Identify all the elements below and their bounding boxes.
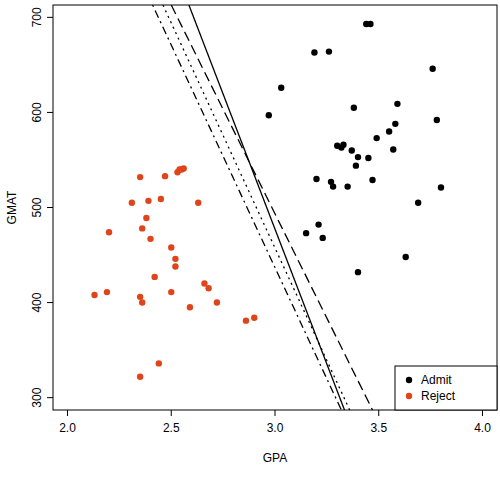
point	[315, 221, 321, 227]
point	[392, 121, 398, 127]
point	[104, 289, 110, 295]
y-tick	[47, 397, 53, 398]
point	[162, 173, 168, 179]
x-axis-label: GPA	[263, 451, 287, 465]
point	[326, 48, 332, 54]
point	[168, 289, 174, 295]
point	[187, 304, 193, 310]
chart: 2.0 2.5 3.0 3.5 4.0 300 400 500 600 700 GPA GMAT Adm…	[0, 0, 500, 477]
point	[278, 85, 284, 91]
point	[355, 154, 361, 160]
point	[139, 225, 145, 231]
point	[355, 269, 361, 275]
point	[403, 254, 409, 260]
point	[251, 315, 257, 321]
point	[106, 229, 112, 235]
point	[137, 174, 143, 180]
point	[151, 274, 157, 280]
point	[394, 101, 400, 107]
point	[351, 104, 357, 110]
legend-box	[395, 366, 497, 410]
point	[145, 198, 151, 204]
point	[369, 177, 375, 183]
point	[168, 244, 174, 250]
point	[330, 183, 336, 189]
point	[303, 230, 309, 236]
point	[147, 236, 153, 242]
y-tick-label: 600	[30, 102, 44, 122]
point	[129, 200, 135, 206]
point	[390, 146, 396, 152]
x-tick	[171, 410, 172, 416]
legend-label: Admit	[421, 373, 452, 387]
point	[143, 215, 149, 221]
x-tick	[275, 410, 276, 416]
point	[243, 317, 249, 323]
point	[172, 263, 178, 269]
point	[205, 285, 211, 291]
point	[156, 360, 162, 366]
point	[91, 292, 97, 298]
point	[266, 112, 272, 118]
point	[353, 162, 359, 168]
x-tick	[378, 410, 379, 416]
point	[311, 49, 317, 55]
point	[137, 294, 143, 300]
point	[365, 155, 371, 161]
legend: Admit Reject	[395, 366, 497, 410]
point	[415, 200, 421, 206]
point	[438, 184, 444, 190]
x-tick	[482, 410, 483, 416]
plot-area	[91, 5, 444, 410]
y-tick-label: 300	[30, 387, 44, 407]
legend-marker	[406, 377, 412, 383]
point	[320, 235, 326, 241]
point	[434, 117, 440, 123]
point	[172, 256, 178, 262]
point	[195, 200, 201, 206]
point	[429, 65, 435, 71]
point	[158, 196, 164, 202]
point	[313, 176, 319, 182]
x-tick	[67, 410, 68, 416]
boundary-line	[153, 5, 342, 410]
point	[214, 299, 220, 305]
point	[386, 128, 392, 134]
legend-label: Reject	[421, 389, 456, 403]
x-tick-label: 3.5	[370, 421, 387, 435]
y-tick-label: 500	[30, 197, 44, 217]
legend-marker	[406, 393, 412, 399]
point	[137, 374, 143, 380]
y-tick-label: 700	[30, 7, 44, 27]
point	[344, 183, 350, 189]
point	[338, 144, 344, 150]
x-tick-label: 4.0	[474, 421, 491, 435]
plot-frame	[53, 5, 497, 410]
x-tick-label: 2.5	[163, 421, 180, 435]
y-tick	[47, 112, 53, 113]
y-tick	[47, 207, 53, 208]
point	[349, 147, 355, 153]
x-tick-label: 2.0	[59, 421, 76, 435]
point	[367, 21, 373, 27]
y-tick	[47, 17, 53, 18]
y-axis-label: GMAT	[5, 190, 19, 224]
x-tick-label: 3.0	[267, 421, 284, 435]
point	[178, 166, 184, 172]
y-tick	[47, 302, 53, 303]
point	[373, 135, 379, 141]
boundary-line	[171, 5, 372, 410]
boundary-line	[163, 5, 350, 410]
y-tick-label: 400	[30, 292, 44, 312]
point	[139, 299, 145, 305]
